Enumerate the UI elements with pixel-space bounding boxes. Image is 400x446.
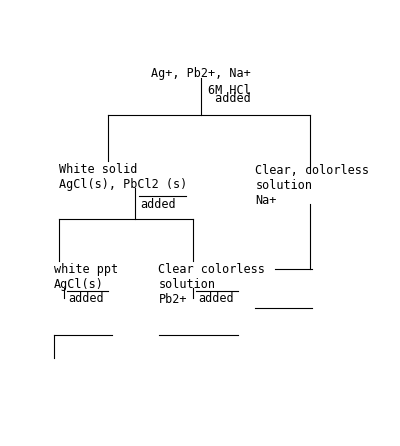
Text: Clear colorless
solution
Pb2+: Clear colorless solution Pb2+ [158, 263, 265, 306]
Text: Ag+, Pb2+, Na+: Ag+, Pb2+, Na+ [151, 67, 251, 80]
Text: white ppt
AgCl(s): white ppt AgCl(s) [54, 263, 118, 291]
Text: Clear, colorless
solution
Na+: Clear, colorless solution Na+ [255, 164, 369, 206]
Text: added: added [208, 92, 251, 105]
Text: White solid
AgCl(s), PbCl2 (s): White solid AgCl(s), PbCl2 (s) [59, 163, 188, 191]
Text: added: added [69, 292, 104, 305]
Text: 6M HCl: 6M HCl [208, 84, 251, 97]
Text: added: added [198, 292, 234, 305]
Text: added: added [141, 198, 176, 211]
